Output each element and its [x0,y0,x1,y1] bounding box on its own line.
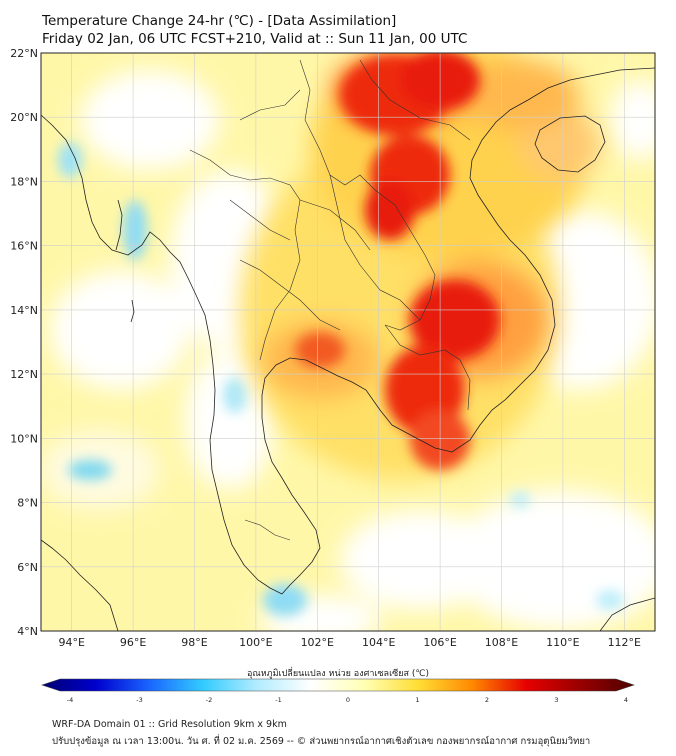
andaman-islands [115,199,123,251]
colorbar-title: อุณหภูมิเปลี่ยนแปลง หน่วย องศาเซลเซียส (… [246,669,430,679]
footer-credit: ปรับปรุงข้อมูล ณ เวลา 13:00น. วัน ศ. ที่… [52,736,591,747]
longitude-tick-label: 100°E [239,636,272,649]
longitude-tick-label: 102°E [301,636,334,649]
colorbar-tick-label: -1 [275,696,281,704]
latitude-tick-label: 16°N [10,240,38,253]
latitude-tick-label: 22°N [10,47,38,60]
latitude-tick-label: 6°N [17,561,38,574]
colorbar-tick-label: 2 [485,696,489,704]
coastlines [41,67,655,631]
hainan-island [534,115,606,173]
colorbar-tick-label: 3 [554,696,558,704]
latitude-tick-label: 14°N [10,304,38,317]
country-borders [189,59,471,541]
graticule [41,53,655,631]
map-frame [40,52,656,632]
gulf-and-vietnam-coastline [261,67,655,595]
sumatra-coast [41,539,119,631]
map-field [41,53,655,631]
latitude-tick-label: 8°N [17,497,38,510]
footer-model-info: WRF-DA Domain 01 :: Grid Resolution 9km … [52,719,287,730]
temperature-change-map: 94°E 96°E 98°E 100°E 102°E 104°E 106°E 108°E 110… [10,47,656,649]
west-coastline [41,114,283,595]
longitude-tick-label: 108°E [485,636,518,649]
hot-anomalies [295,53,500,470]
latitude-labels: 4°N 6°N 8°N 10°N 12°N 14°N 16°N 18°N 20°N 22°N [10,47,38,638]
border-thailand-cambodia [329,174,421,321]
colorbar-tick-label: 4 [624,696,628,704]
border-china-laos-vietnam [359,59,471,141]
colorbar-scale [41,678,635,692]
colorbar: -4 -3 -2 -1 0 1 2 3 4 [41,678,635,704]
colorbar-tick-label: 1 [415,696,419,704]
map-title: Temperature Change 24-hr (℃) - [Data Ass… [42,13,397,29]
borneo-coast [599,597,655,631]
border-cambodia-vietnam [384,324,471,411]
latitude-tick-label: 4°N [17,625,38,638]
cool-anomalies [58,142,624,616]
map-subtitle: Friday 02 Jan, 06 UTC FCST+210, Valid at… [42,31,468,47]
latitude-tick-label: 18°N [10,175,38,188]
latitude-tick-label: 12°N [10,368,38,381]
colorbar-tick-label: -4 [67,696,73,704]
border-thailand-malaysia [244,519,291,541]
longitude-tick-label: 106°E [423,636,456,649]
colorbar-tick-label: -2 [206,696,212,704]
longitude-tick-label: 96°E [120,636,146,649]
colorbar-tick-label: 0 [346,696,350,704]
colorbar-ticks: -4 -3 -2 -1 0 1 2 3 4 [67,696,628,704]
border-laos-thailand [299,59,436,331]
latitude-tick-label: 20°N [10,111,38,124]
longitude-tick-label: 94°E [58,636,84,649]
longitude-labels: 94°E 96°E 98°E 100°E 102°E 104°E 106°E 108°E 110… [58,636,641,649]
longitude-tick-label: 110°E [546,636,579,649]
longitude-tick-label: 104°E [362,636,395,649]
latitude-tick-label: 10°N [10,432,38,445]
colorbar-tick-label: -3 [136,696,142,704]
longitude-tick-label: 98°E [181,636,207,649]
longitude-tick-label: 112°E [608,636,641,649]
